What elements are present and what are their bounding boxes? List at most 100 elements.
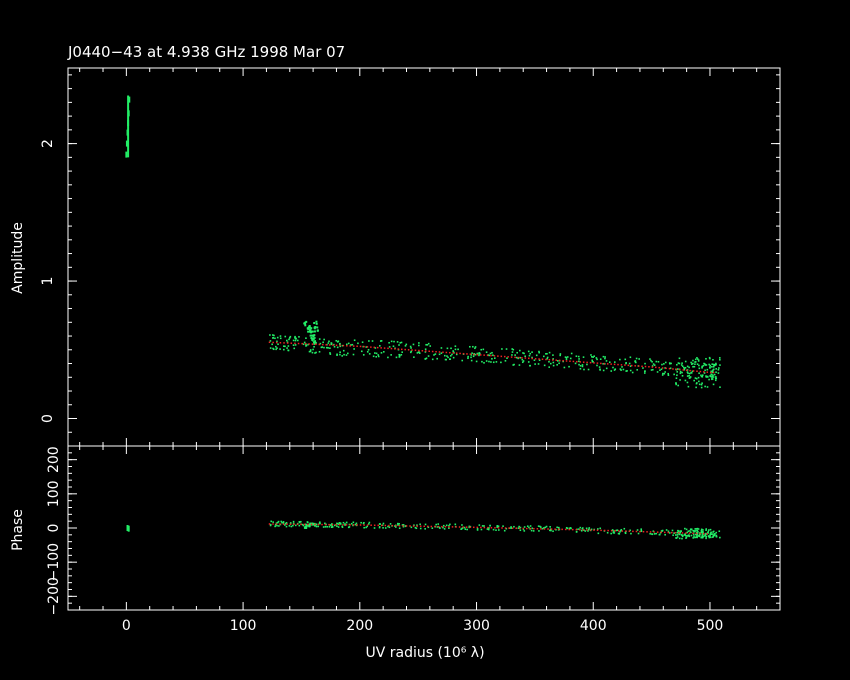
model-point [522, 527, 525, 530]
data-point [382, 527, 384, 529]
model-point [391, 524, 394, 527]
model-point [671, 531, 673, 534]
data-point [651, 533, 653, 535]
model-point [349, 345, 352, 347]
data-point [622, 368, 625, 371]
data-point [339, 343, 341, 346]
data-point [570, 352, 573, 355]
model-point [423, 525, 425, 528]
data-point [697, 530, 699, 533]
data-point [276, 521, 279, 524]
model-point [712, 371, 715, 374]
data-point [706, 375, 709, 378]
data-point [620, 528, 623, 531]
data-point [595, 357, 598, 359]
data-point [307, 524, 309, 527]
data-point [396, 522, 399, 525]
data-point [375, 355, 378, 358]
data-point [469, 345, 471, 348]
data-point [579, 364, 582, 367]
data-point [621, 366, 623, 368]
data-point [717, 368, 720, 371]
model-point [317, 523, 320, 526]
data-point-zero-spacing [125, 140, 128, 147]
data-point [701, 382, 703, 384]
data-point [615, 529, 618, 532]
data-point-cluster [305, 320, 308, 323]
data-point [517, 527, 520, 529]
data-point [686, 375, 689, 377]
data-point [298, 521, 301, 523]
data-point [377, 355, 380, 358]
data-point [649, 358, 651, 360]
data-point [424, 523, 427, 526]
model-point [359, 524, 362, 526]
data-point [312, 348, 314, 351]
data-point [696, 534, 698, 536]
model-point [394, 348, 396, 350]
data-point [404, 345, 407, 347]
data-point [691, 370, 694, 373]
y-tick-label: −100 [46, 543, 62, 581]
data-point [709, 533, 712, 535]
data-point [656, 371, 659, 373]
data-point [315, 525, 318, 528]
data-point [706, 368, 709, 371]
data-point [467, 357, 469, 360]
data-point [294, 339, 297, 342]
data-point [294, 337, 296, 339]
data-point [323, 338, 325, 341]
model-point [554, 528, 556, 530]
model-point [635, 530, 638, 533]
data-point [294, 335, 296, 338]
model-point [586, 529, 588, 531]
model-point [472, 526, 475, 529]
data-point [613, 532, 616, 534]
data-point [587, 368, 590, 371]
data-point [705, 364, 708, 366]
data-point [696, 356, 698, 359]
data-point [712, 531, 714, 533]
data-point [652, 530, 655, 533]
data-point [454, 348, 457, 351]
model-point [685, 369, 688, 372]
data-point [693, 530, 696, 532]
data-point [449, 523, 451, 526]
data-point [472, 355, 475, 358]
model-point [395, 524, 397, 527]
model-point [345, 524, 348, 526]
data-point [331, 523, 333, 525]
data-point [690, 531, 692, 534]
data-point [488, 360, 490, 363]
data-point [300, 520, 302, 523]
data-point [696, 529, 699, 532]
data-point [454, 345, 457, 348]
data-point [330, 343, 333, 346]
data-point [288, 338, 290, 341]
data-point [362, 354, 365, 356]
data-point [292, 520, 295, 523]
data-point [703, 362, 705, 365]
model-point [427, 525, 429, 528]
model-point [603, 362, 606, 365]
data-point [718, 367, 720, 369]
data-point [341, 526, 344, 528]
data-point [676, 536, 679, 538]
model-point [363, 345, 365, 348]
data-point [597, 528, 599, 530]
data-point [689, 530, 691, 532]
data-point [612, 366, 614, 369]
data-point [688, 377, 691, 379]
model-point [706, 371, 709, 373]
data-point [311, 351, 314, 354]
data-point [489, 352, 492, 355]
data-point [293, 347, 296, 350]
model-point [431, 350, 434, 353]
data-point [700, 386, 703, 389]
data-point [625, 370, 628, 372]
model-point [545, 358, 547, 361]
data-point [412, 343, 415, 346]
data-point-cluster [304, 324, 307, 327]
data-point [337, 526, 340, 528]
data-point-cluster [309, 330, 312, 333]
